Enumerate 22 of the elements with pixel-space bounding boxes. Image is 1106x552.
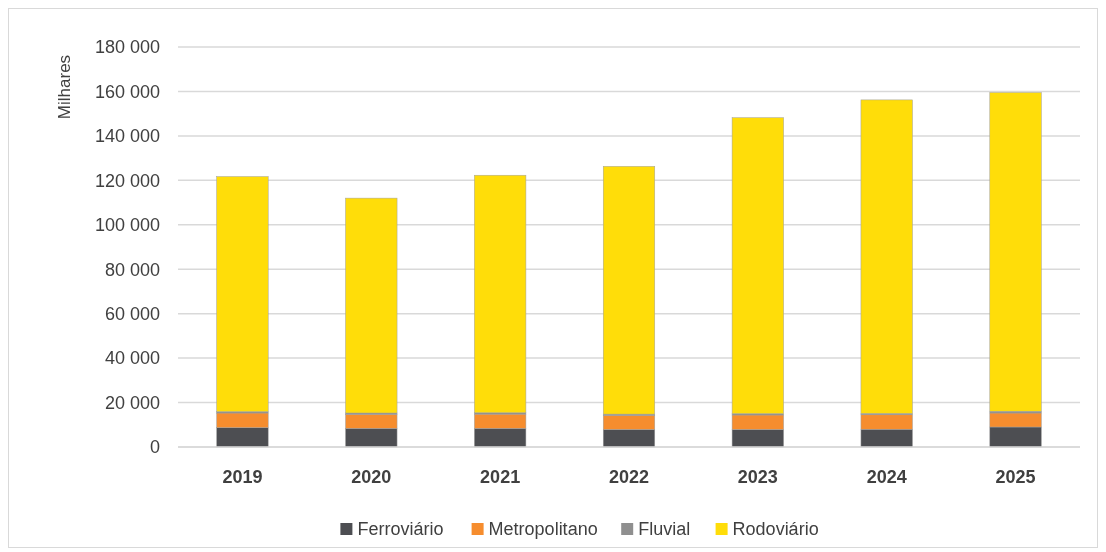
y-tick-label: 100 000 xyxy=(94,215,160,236)
x-tick-label: 2023 xyxy=(737,467,778,487)
x-tick-label: 2019 xyxy=(222,467,263,487)
legend-label: Rodoviário xyxy=(732,519,819,540)
legend-label: Fluvial xyxy=(638,519,691,540)
y-tick-label: 20 000 xyxy=(104,392,160,413)
legend-label: Metropolitano xyxy=(488,519,598,540)
y-tick-label: 160 000 xyxy=(94,81,160,102)
x-tick-label: 2025 xyxy=(995,467,1036,487)
legend-label: Ferroviário xyxy=(357,519,444,540)
y-tick-label: 80 000 xyxy=(104,259,160,280)
y-tick-label: 180 000 xyxy=(94,37,160,58)
y-tick-label: 60 000 xyxy=(104,303,160,324)
x-tick-label: 2020 xyxy=(351,467,392,487)
y-tick-label: 40 000 xyxy=(104,348,160,369)
x-tick-label: 2024 xyxy=(866,467,907,487)
x-tick-label: 2022 xyxy=(608,467,650,487)
y-tick-label: 0 xyxy=(149,437,160,458)
y-tick-label: 120 000 xyxy=(94,170,160,191)
y-axis-title: Milhares xyxy=(55,54,74,120)
x-tick-label: 2021 xyxy=(480,467,521,487)
y-tick-label: 140 000 xyxy=(94,126,160,147)
